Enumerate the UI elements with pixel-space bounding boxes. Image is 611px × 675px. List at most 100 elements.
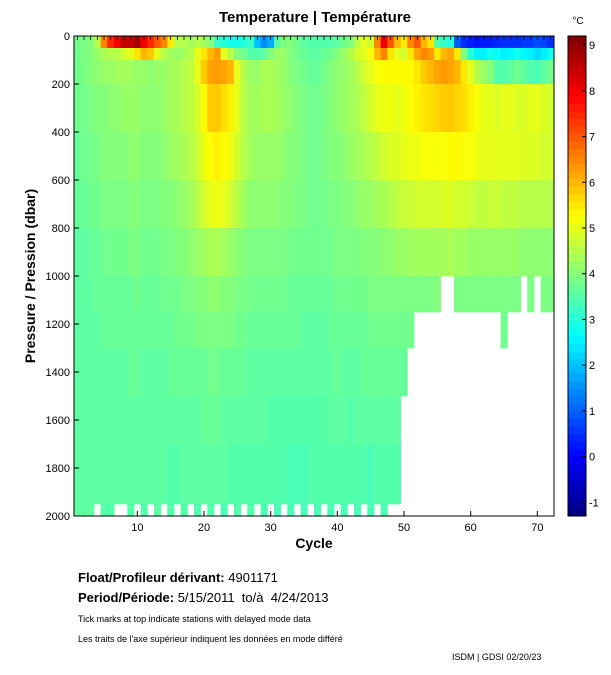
- heatmap-cell: [154, 60, 162, 85]
- heatmap-cell: [214, 36, 222, 49]
- heatmap-cell: [220, 504, 228, 517]
- heatmap-cell: [74, 60, 82, 85]
- heatmap-cell: [380, 132, 388, 181]
- heatmap-cell: [127, 84, 135, 133]
- heatmap-cell: [434, 36, 442, 49]
- period-value: 5/15/2011 to/à 4/24/2013: [177, 590, 329, 605]
- heatmap-cell: [514, 60, 522, 85]
- heatmap-cell: [114, 84, 122, 133]
- heatmap-cell: [360, 396, 368, 445]
- colorbar-segment: [568, 148, 586, 157]
- heatmap-cell: [94, 276, 102, 313]
- heatmap-cell: [320, 228, 328, 277]
- colorbar-segment: [568, 478, 586, 487]
- heatmap-cell: [360, 180, 368, 229]
- heatmap-cell: [120, 348, 128, 397]
- heatmap-cell: [507, 84, 515, 133]
- heatmap-cell: [307, 132, 315, 181]
- heatmap-cell: [434, 276, 442, 313]
- colorbar-segment: [568, 426, 586, 434]
- heatmap-cell: [80, 504, 88, 517]
- heatmap-cell: [527, 132, 535, 181]
- heatmap-cell: [340, 504, 348, 517]
- heatmap-cell: [454, 84, 462, 133]
- heatmap-cell: [454, 60, 462, 85]
- heatmap-cell: [154, 36, 162, 49]
- heatmap-cell: [500, 84, 508, 133]
- axes: 10 20 30 40 50 60 70 0 200 400 600 800 1000 1200 1400 1…: [46, 31, 544, 534]
- heatmap-cell: [500, 180, 508, 229]
- heatmap-cell: [200, 60, 208, 85]
- heatmap-cell: [220, 348, 228, 397]
- heatmap-cell: [80, 36, 88, 49]
- heatmap-cell: [87, 312, 95, 349]
- heatmap-cell: [460, 60, 468, 85]
- heatmap-cell: [180, 180, 188, 229]
- heatmap-cell: [127, 48, 135, 61]
- heatmap-cell: [267, 36, 275, 49]
- heatmap-cell: [267, 84, 275, 133]
- heatmap-cell: [540, 60, 548, 85]
- heatmap-cell: [100, 60, 108, 85]
- heatmap-cell: [180, 276, 188, 313]
- colorbar-segment: [568, 321, 586, 329]
- heatmap-cell: [367, 276, 375, 313]
- colorbar-tick-label: 4: [589, 269, 595, 281]
- heatmap-cell: [200, 84, 208, 133]
- heatmap-cell: [300, 228, 308, 277]
- heatmap-cell: [94, 228, 102, 277]
- heatmap-cell: [434, 228, 442, 277]
- heatmap-cell: [227, 60, 235, 85]
- delayed-mode-ticks: [76, 36, 552, 40]
- heatmap-cell: [394, 36, 402, 49]
- heatmap-cell: [214, 84, 222, 133]
- colorbar-tick-label: 0: [589, 452, 595, 464]
- heatmap-cell: [507, 180, 515, 229]
- heatmap-cell: [394, 84, 402, 133]
- heatmap-cell: [394, 396, 402, 445]
- heatmap-cell: [227, 276, 235, 313]
- heatmap-cell: [494, 84, 502, 133]
- heatmap-cell: [287, 132, 295, 181]
- heatmap-cell: [407, 228, 415, 277]
- heatmap-cell: [200, 48, 208, 61]
- heatmap-cell: [394, 276, 402, 313]
- heatmap-cell: [187, 276, 195, 313]
- y-axis-label: Pressure / Pression (dbar): [22, 189, 38, 363]
- heatmap-cell: [254, 276, 262, 313]
- heatmap-cell: [274, 276, 282, 313]
- heatmap-cell: [407, 180, 415, 229]
- heatmap-cell: [380, 444, 388, 505]
- heatmap-cell: [314, 48, 322, 61]
- heatmap-cell: [460, 48, 468, 61]
- heatmap-cell: [180, 36, 188, 49]
- heatmap-cell: [340, 36, 348, 49]
- heatmap-cell: [380, 504, 388, 517]
- heatmap-cell: [307, 276, 315, 313]
- heatmap-cell: [180, 396, 188, 445]
- heatmap-cell: [174, 276, 182, 313]
- heatmap-cell: [120, 396, 128, 445]
- heatmap-cell: [347, 48, 355, 61]
- heatmap-cell: [240, 276, 248, 313]
- heatmap-cell: [407, 132, 415, 181]
- colorbar-segment: [568, 358, 586, 367]
- heatmap-cell: [527, 84, 535, 133]
- heatmap-cell: [134, 444, 142, 505]
- period-label: Period/Période:: [78, 590, 175, 605]
- heatmap-cell: [300, 180, 308, 229]
- heatmap-cell: [267, 276, 275, 313]
- heatmap-cell: [80, 180, 88, 229]
- heatmap-cell: [547, 48, 555, 61]
- heatmap-cell: [420, 132, 428, 181]
- heatmap-cell: [267, 348, 275, 397]
- heatmap-cell: [114, 396, 122, 445]
- heatmap-cell: [414, 48, 422, 61]
- heatmap-cell: [460, 276, 468, 313]
- heatmap-cell: [347, 60, 355, 85]
- heatmap-cell: [427, 36, 435, 49]
- x-axis-label: Cycle: [295, 535, 333, 551]
- colorbar-segment: [568, 291, 586, 299]
- heatmap-cell: [334, 396, 342, 445]
- heatmap-cell: [87, 396, 95, 445]
